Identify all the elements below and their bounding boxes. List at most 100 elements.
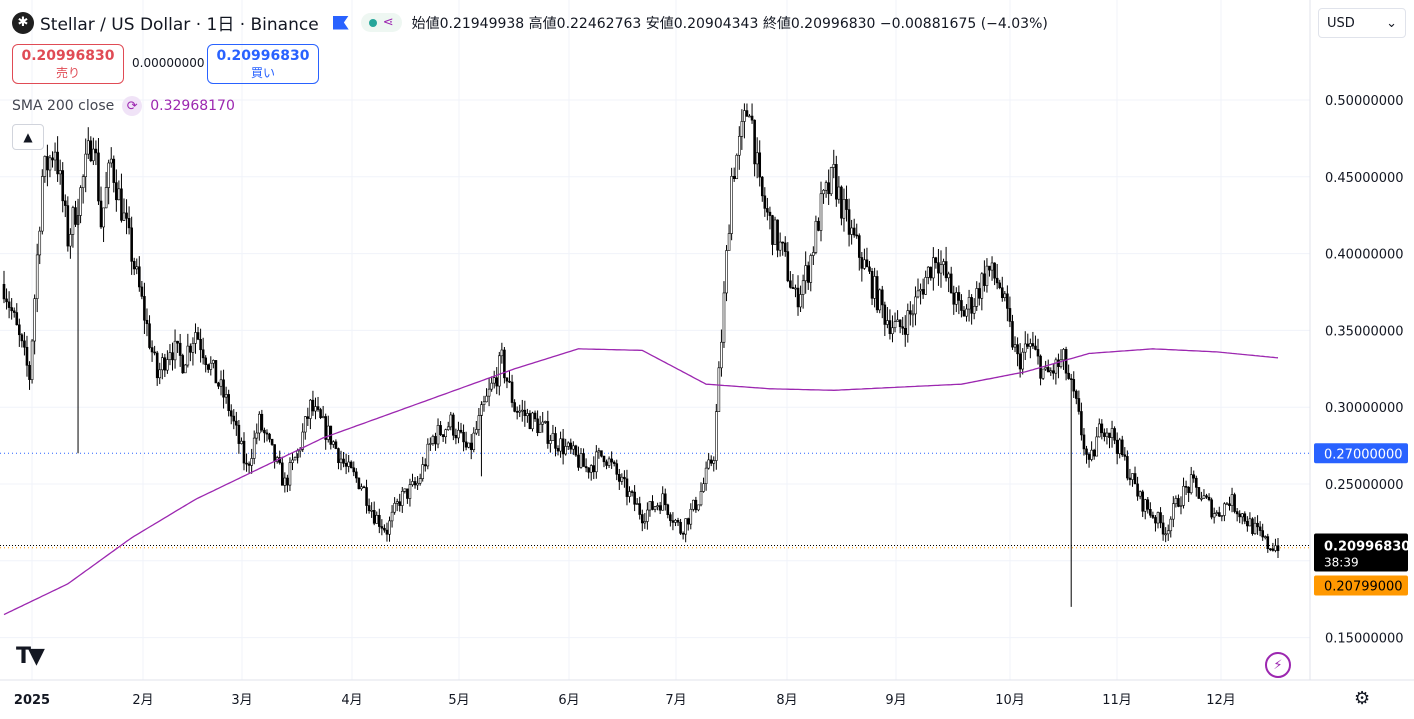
- candle-body: [651, 501, 654, 510]
- chevron-down-icon: ⌄: [1386, 15, 1397, 31]
- candle-body: [370, 510, 373, 512]
- candle-body: [163, 357, 167, 371]
- candle-body: [893, 321, 897, 329]
- candle-body: [541, 421, 545, 425]
- candle-body: [1080, 411, 1083, 436]
- candle-body: [508, 380, 511, 383]
- price-tick-label: 0.25000000: [1325, 478, 1404, 493]
- candle-body: [1026, 343, 1030, 347]
- buy-button[interactable]: 0.20996830 買い: [207, 44, 319, 84]
- candle-body: [135, 266, 139, 270]
- candle-body: [1044, 367, 1047, 370]
- candle-body: [311, 399, 315, 412]
- candle-body: [301, 431, 305, 450]
- candle-body: [7, 301, 11, 308]
- candle-body: [666, 504, 670, 515]
- candle-body: [995, 277, 999, 284]
- candle-body: [1118, 439, 1122, 454]
- time-axis[interactable]: 2025 2月 3月 4月 5月 6月 7月 8月 9月 10月 11月 12月: [14, 693, 1236, 708]
- market-open-dot: [368, 18, 377, 27]
- candle-body: [684, 518, 687, 535]
- candle-body: [707, 459, 710, 469]
- candle-body: [955, 292, 958, 305]
- candle-body: [2, 284, 6, 300]
- chevron-up-icon[interactable]: ▲: [12, 124, 44, 150]
- candle-body: [579, 453, 583, 468]
- candle-body: [482, 401, 486, 405]
- candle-body: [186, 345, 190, 366]
- candle-body: [607, 458, 611, 466]
- symbol-title[interactable]: Stellar / US Dollar · 1日 · Binance: [40, 15, 319, 35]
- candle-body: [1187, 487, 1190, 494]
- candle-body: [457, 429, 460, 439]
- sma-legend[interactable]: SMA 200 close ⟳ 0.32968170: [12, 96, 235, 116]
- candle-body: [206, 364, 210, 370]
- price-axis[interactable]: 0.50000000 0.45000000 0.40000000 0.35000000…: [0, 0, 1414, 681]
- candle-body: [970, 297, 973, 314]
- candle-body: [15, 312, 19, 326]
- sma-value: 0.32968170: [150, 98, 235, 114]
- candle-body: [1258, 526, 1262, 531]
- candle-body: [1069, 378, 1073, 380]
- candle-body: [1057, 359, 1060, 367]
- candle-body: [155, 352, 159, 379]
- candle-body: [584, 466, 588, 469]
- candle-body: [263, 429, 266, 434]
- candle-body: [291, 459, 294, 463]
- candle-body: [40, 176, 44, 232]
- candle-body: [998, 282, 1002, 289]
- candle-body: [1141, 491, 1144, 512]
- candle-body: [1253, 522, 1257, 534]
- candle-body: [957, 292, 961, 301]
- sell-button[interactable]: 0.20996830 売り: [12, 44, 124, 84]
- candle-body: [219, 379, 223, 387]
- candle-body: [1041, 368, 1045, 379]
- candle-body: [314, 406, 317, 412]
- countdown-text: 38:39: [1324, 555, 1359, 569]
- settings-icon[interactable]: ⚙: [1354, 688, 1371, 709]
- current-price-tag: [1314, 533, 1408, 572]
- candle-body: [597, 450, 601, 453]
- refresh-icon[interactable]: ⟳: [122, 96, 143, 116]
- candle-body: [916, 290, 920, 298]
- candle-body: [1011, 321, 1014, 348]
- tradingview-logo-icon[interactable]: T▼: [16, 644, 45, 669]
- candle-body: [972, 306, 976, 314]
- candle-body: [758, 152, 762, 178]
- candle-body: [564, 446, 567, 455]
- candle-body: [1248, 518, 1252, 527]
- candle-body: [960, 300, 963, 311]
- candle-body: [605, 461, 608, 466]
- price-tick-label: 0.35000000: [1325, 324, 1404, 339]
- candle-body: [454, 434, 458, 439]
- time-tick-label: 8月: [776, 693, 797, 708]
- candle-body: [663, 493, 667, 506]
- candle-body: [980, 273, 984, 299]
- candle-body: [694, 499, 698, 511]
- candle-body: [153, 351, 156, 354]
- candle-body: [1225, 503, 1229, 506]
- lightning-icon[interactable]: ⚡: [1265, 652, 1291, 678]
- candle-body: [33, 298, 36, 342]
- candle-body: [1154, 517, 1157, 524]
- share-icon[interactable]: ⋖: [382, 15, 394, 30]
- candle-body: [344, 463, 348, 467]
- candle-body: [1087, 454, 1091, 460]
- status-pill[interactable]: ⋖: [360, 13, 402, 32]
- candle-body: [990, 262, 994, 271]
- candle-body: [1131, 473, 1134, 480]
- candle-body: [258, 413, 261, 434]
- candle-body: [732, 175, 736, 179]
- candle-body: [1217, 512, 1221, 517]
- time-tick-label: 4月: [341, 693, 362, 708]
- candle-body: [1059, 359, 1063, 367]
- flag-icon[interactable]: [332, 15, 349, 30]
- candle-body: [196, 332, 200, 340]
- candle-body: [235, 420, 238, 426]
- candle-body: [794, 287, 797, 290]
- candle-body: [702, 483, 705, 492]
- currency-select[interactable]: USD ⌄: [1318, 8, 1406, 38]
- candle-body: [1179, 505, 1183, 507]
- candle-body: [117, 188, 121, 201]
